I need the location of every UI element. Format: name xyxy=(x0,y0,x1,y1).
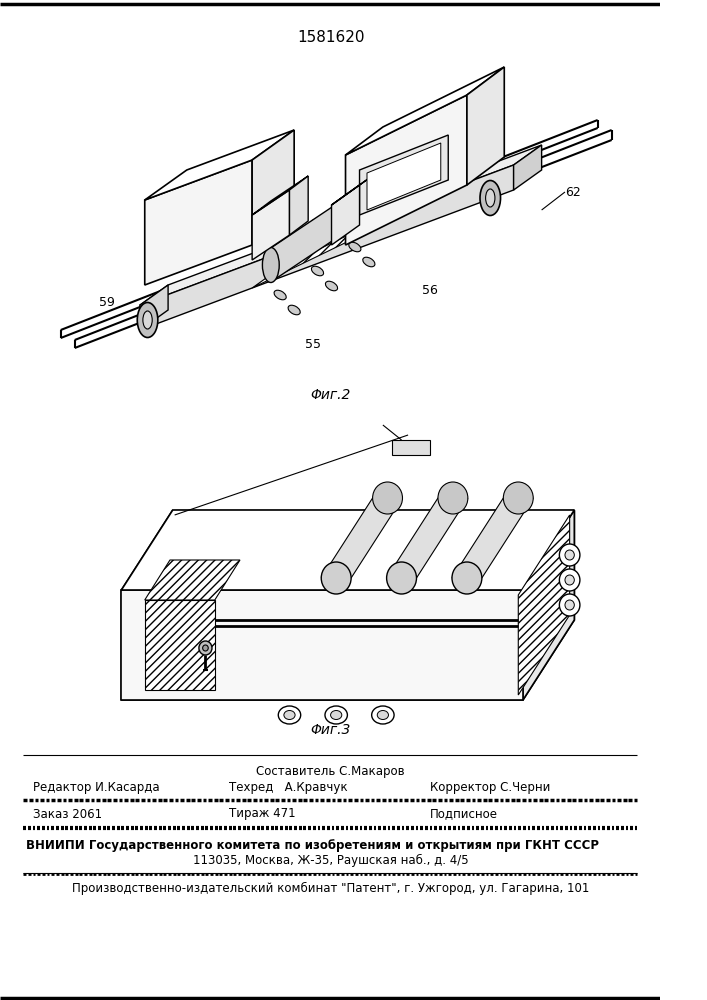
Text: 55: 55 xyxy=(305,338,321,352)
Polygon shape xyxy=(387,498,468,578)
Polygon shape xyxy=(321,498,402,578)
Ellipse shape xyxy=(378,710,388,720)
Polygon shape xyxy=(518,515,570,695)
Polygon shape xyxy=(513,145,542,190)
Polygon shape xyxy=(122,620,574,700)
Ellipse shape xyxy=(373,482,402,514)
Polygon shape xyxy=(360,135,448,215)
Ellipse shape xyxy=(325,706,347,724)
Text: Φиг.3: Φиг.3 xyxy=(310,723,351,737)
Polygon shape xyxy=(252,190,289,260)
Polygon shape xyxy=(392,440,430,455)
Text: Тираж 471: Тираж 471 xyxy=(229,808,296,820)
Polygon shape xyxy=(252,130,294,245)
Ellipse shape xyxy=(565,575,574,585)
Ellipse shape xyxy=(321,562,351,594)
Ellipse shape xyxy=(274,290,286,300)
Ellipse shape xyxy=(503,482,533,514)
Text: 55: 55 xyxy=(510,664,526,676)
Polygon shape xyxy=(346,95,467,245)
Polygon shape xyxy=(252,176,308,215)
Ellipse shape xyxy=(565,600,574,610)
Polygon shape xyxy=(122,510,574,590)
Text: Подписное: Подписное xyxy=(430,808,498,820)
Polygon shape xyxy=(467,67,504,185)
Ellipse shape xyxy=(349,242,361,252)
Ellipse shape xyxy=(387,562,416,594)
Ellipse shape xyxy=(284,710,295,720)
Polygon shape xyxy=(122,510,173,700)
Ellipse shape xyxy=(203,645,209,651)
Ellipse shape xyxy=(143,311,152,329)
Polygon shape xyxy=(145,160,252,285)
Text: 60: 60 xyxy=(310,219,325,232)
Ellipse shape xyxy=(137,302,158,338)
Text: ВНИИПИ Государственного комитета по изобретениям и открытиям при ГКНТ СССР: ВНИИПИ Государственного комитета по изоб… xyxy=(26,838,599,852)
Text: 62: 62 xyxy=(566,186,581,198)
Text: Корректор С.Черни: Корректор С.Черни xyxy=(430,782,550,794)
Ellipse shape xyxy=(279,706,300,724)
Polygon shape xyxy=(140,145,542,305)
Ellipse shape xyxy=(325,281,337,291)
Ellipse shape xyxy=(565,550,574,560)
Polygon shape xyxy=(145,560,240,600)
Ellipse shape xyxy=(480,180,501,216)
Ellipse shape xyxy=(559,544,580,566)
Polygon shape xyxy=(523,510,574,700)
Ellipse shape xyxy=(288,305,300,315)
Text: 1581620: 1581620 xyxy=(297,30,364,45)
Text: 58: 58 xyxy=(186,632,202,645)
Text: Редактор И.Касарда: Редактор И.Касарда xyxy=(33,782,159,794)
Polygon shape xyxy=(145,600,215,690)
Polygon shape xyxy=(145,130,294,200)
Ellipse shape xyxy=(438,482,468,514)
Polygon shape xyxy=(271,198,346,282)
Polygon shape xyxy=(367,143,440,210)
Polygon shape xyxy=(332,175,373,205)
Polygon shape xyxy=(252,200,420,288)
Text: Φиг.2: Φиг.2 xyxy=(310,388,351,402)
Text: Техред   А.Кравчук: Техред А.Кравчук xyxy=(229,782,347,794)
Text: Производственно-издательский комбинат "Патент", г. Ужгород, ул. Гагарина, 101: Производственно-издательский комбинат "П… xyxy=(72,881,589,895)
Polygon shape xyxy=(332,185,360,245)
Polygon shape xyxy=(452,498,533,578)
Text: Составитель С.Макаров: Составитель С.Макаров xyxy=(256,766,405,778)
Text: 56: 56 xyxy=(421,284,438,296)
Polygon shape xyxy=(289,176,308,235)
Ellipse shape xyxy=(559,569,580,591)
Polygon shape xyxy=(122,590,523,700)
Text: 53: 53 xyxy=(328,593,344,606)
Text: 59: 59 xyxy=(221,542,237,554)
Text: Заказ 2061: Заказ 2061 xyxy=(33,808,102,820)
Text: 1: 1 xyxy=(397,586,406,599)
Ellipse shape xyxy=(486,189,495,207)
Text: 113035, Москва, Ж-35, Раушская наб., д. 4/5: 113035, Москва, Ж-35, Раушская наб., д. … xyxy=(193,853,469,867)
Text: 61: 61 xyxy=(351,188,368,202)
Ellipse shape xyxy=(559,594,580,616)
Polygon shape xyxy=(346,67,504,155)
Text: 59: 59 xyxy=(98,296,115,308)
Ellipse shape xyxy=(452,562,482,594)
Ellipse shape xyxy=(331,710,341,720)
Ellipse shape xyxy=(312,266,324,276)
Ellipse shape xyxy=(363,257,375,267)
Polygon shape xyxy=(140,165,513,330)
Ellipse shape xyxy=(199,641,212,655)
Text: 14: 14 xyxy=(310,642,325,654)
Ellipse shape xyxy=(262,247,279,282)
Ellipse shape xyxy=(372,706,394,724)
Polygon shape xyxy=(140,285,168,330)
